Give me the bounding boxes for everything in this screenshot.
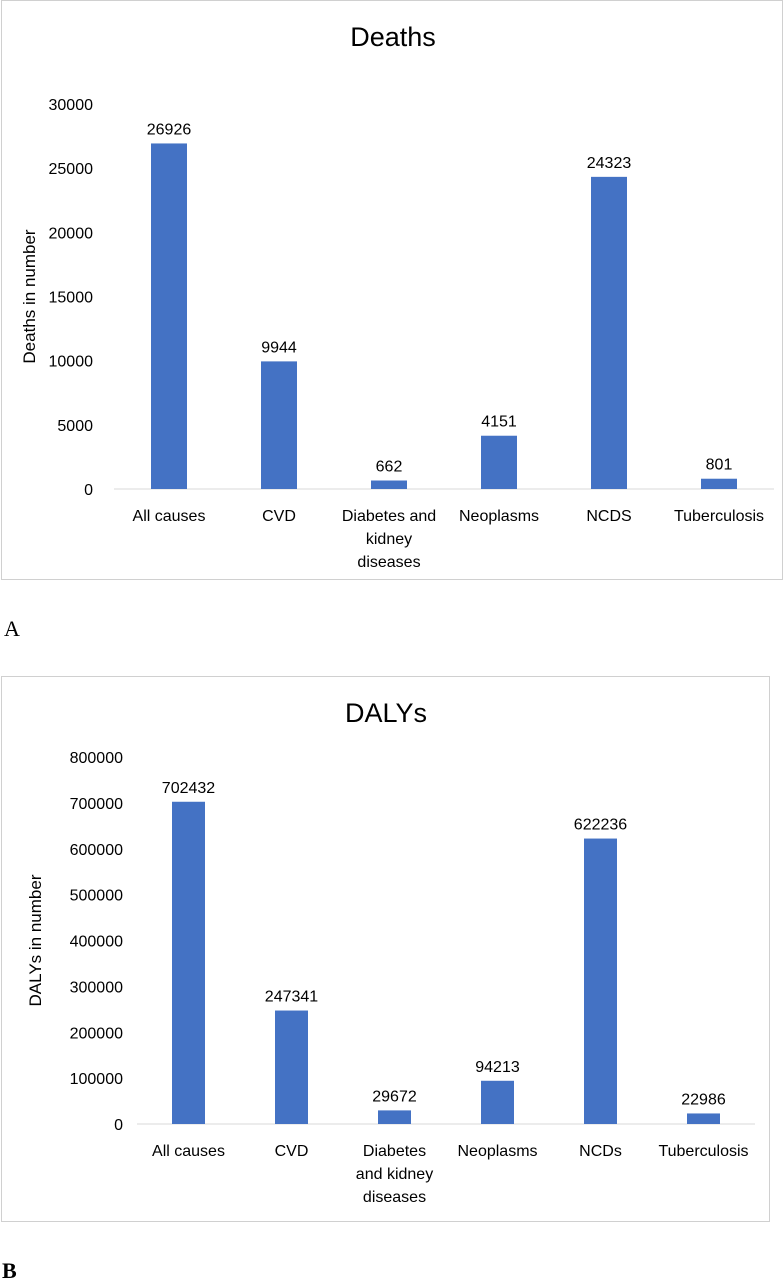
y-tick-label: 25000 bbox=[49, 161, 94, 178]
y-tick-label: 5000 bbox=[57, 418, 93, 435]
data-label: 4151 bbox=[481, 414, 517, 431]
y-tick-label: 600000 bbox=[70, 842, 123, 859]
panel-label-b: B bbox=[2, 1258, 17, 1283]
data-label: 247341 bbox=[265, 989, 318, 1006]
bar bbox=[584, 838, 617, 1124]
deaths-chart: Deaths Deaths in number 0 5000 10000 15000 200… bbox=[20, 22, 774, 571]
data-label: 22986 bbox=[681, 1091, 726, 1108]
y-tick-label: 10000 bbox=[49, 354, 94, 371]
x-tick-label: NCDs bbox=[579, 1143, 622, 1160]
x-tick-label: Tuberculosis bbox=[658, 1143, 748, 1160]
data-label: 94213 bbox=[475, 1059, 520, 1076]
chart-title: Deaths bbox=[350, 22, 436, 52]
bar bbox=[378, 1110, 411, 1124]
data-label: 801 bbox=[706, 457, 733, 474]
x-tick-label: CVD bbox=[275, 1143, 309, 1160]
y-tick-label: 30000 bbox=[49, 97, 94, 114]
y-tick-label: 700000 bbox=[70, 796, 123, 813]
x-tick-label: Tuberculosis bbox=[674, 508, 764, 525]
y-tick-label: 200000 bbox=[70, 1025, 123, 1042]
y-tick-label: 0 bbox=[84, 482, 93, 499]
y-tick-label: 800000 bbox=[70, 750, 123, 767]
y-tick-label: 100000 bbox=[70, 1071, 123, 1088]
chart-a-frame: Deaths Deaths in number 0 5000 10000 15000 200… bbox=[1, 0, 783, 580]
bar bbox=[261, 361, 297, 489]
y-tick-label: 20000 bbox=[49, 225, 94, 242]
bar bbox=[371, 480, 407, 489]
x-tick-label: Neoplasms bbox=[459, 508, 539, 525]
bar bbox=[481, 1080, 514, 1124]
bar bbox=[687, 1113, 720, 1124]
data-label: 26926 bbox=[147, 121, 192, 138]
dalys-chart: DALYs DALYs in number 0 100000 200000 300000 4… bbox=[26, 698, 755, 1206]
x-tick-label: Neoplasms bbox=[457, 1143, 537, 1160]
x-tick-label: CVD bbox=[262, 508, 296, 525]
y-tick-label: 300000 bbox=[70, 979, 123, 996]
x-tick-label: Diabetes and kidney diseases bbox=[356, 1143, 433, 1206]
chart-b-frame: DALYs DALYs in number 0 100000 200000 300000 4… bbox=[1, 676, 770, 1222]
data-label: 702432 bbox=[162, 780, 215, 797]
y-tick-label: 15000 bbox=[49, 290, 94, 307]
y-tick-label: 500000 bbox=[70, 888, 123, 905]
x-tick-label: Diabetes and kidney diseases bbox=[342, 508, 436, 571]
bar bbox=[172, 801, 205, 1124]
x-tick-label: NCDS bbox=[586, 508, 631, 525]
chart-title: DALYs bbox=[345, 698, 427, 728]
panel-label-a: A bbox=[4, 616, 20, 641]
bar bbox=[275, 1010, 308, 1124]
bar bbox=[591, 176, 627, 489]
bar bbox=[151, 143, 187, 490]
y-axis-label: DALYs in number bbox=[26, 874, 45, 1006]
x-tick-label: All causes bbox=[133, 508, 206, 525]
y-tick-label: 0 bbox=[114, 1117, 123, 1134]
data-label: 24323 bbox=[587, 155, 632, 172]
bar bbox=[701, 478, 737, 489]
data-label: 662 bbox=[376, 459, 403, 476]
data-label: 622236 bbox=[574, 817, 627, 834]
x-tick-label: All causes bbox=[152, 1143, 225, 1160]
y-axis-label: Deaths in number bbox=[20, 229, 39, 364]
data-label: 29672 bbox=[372, 1088, 417, 1105]
data-label: 9944 bbox=[261, 339, 297, 356]
y-tick-label: 400000 bbox=[70, 934, 123, 951]
bar bbox=[481, 435, 517, 489]
